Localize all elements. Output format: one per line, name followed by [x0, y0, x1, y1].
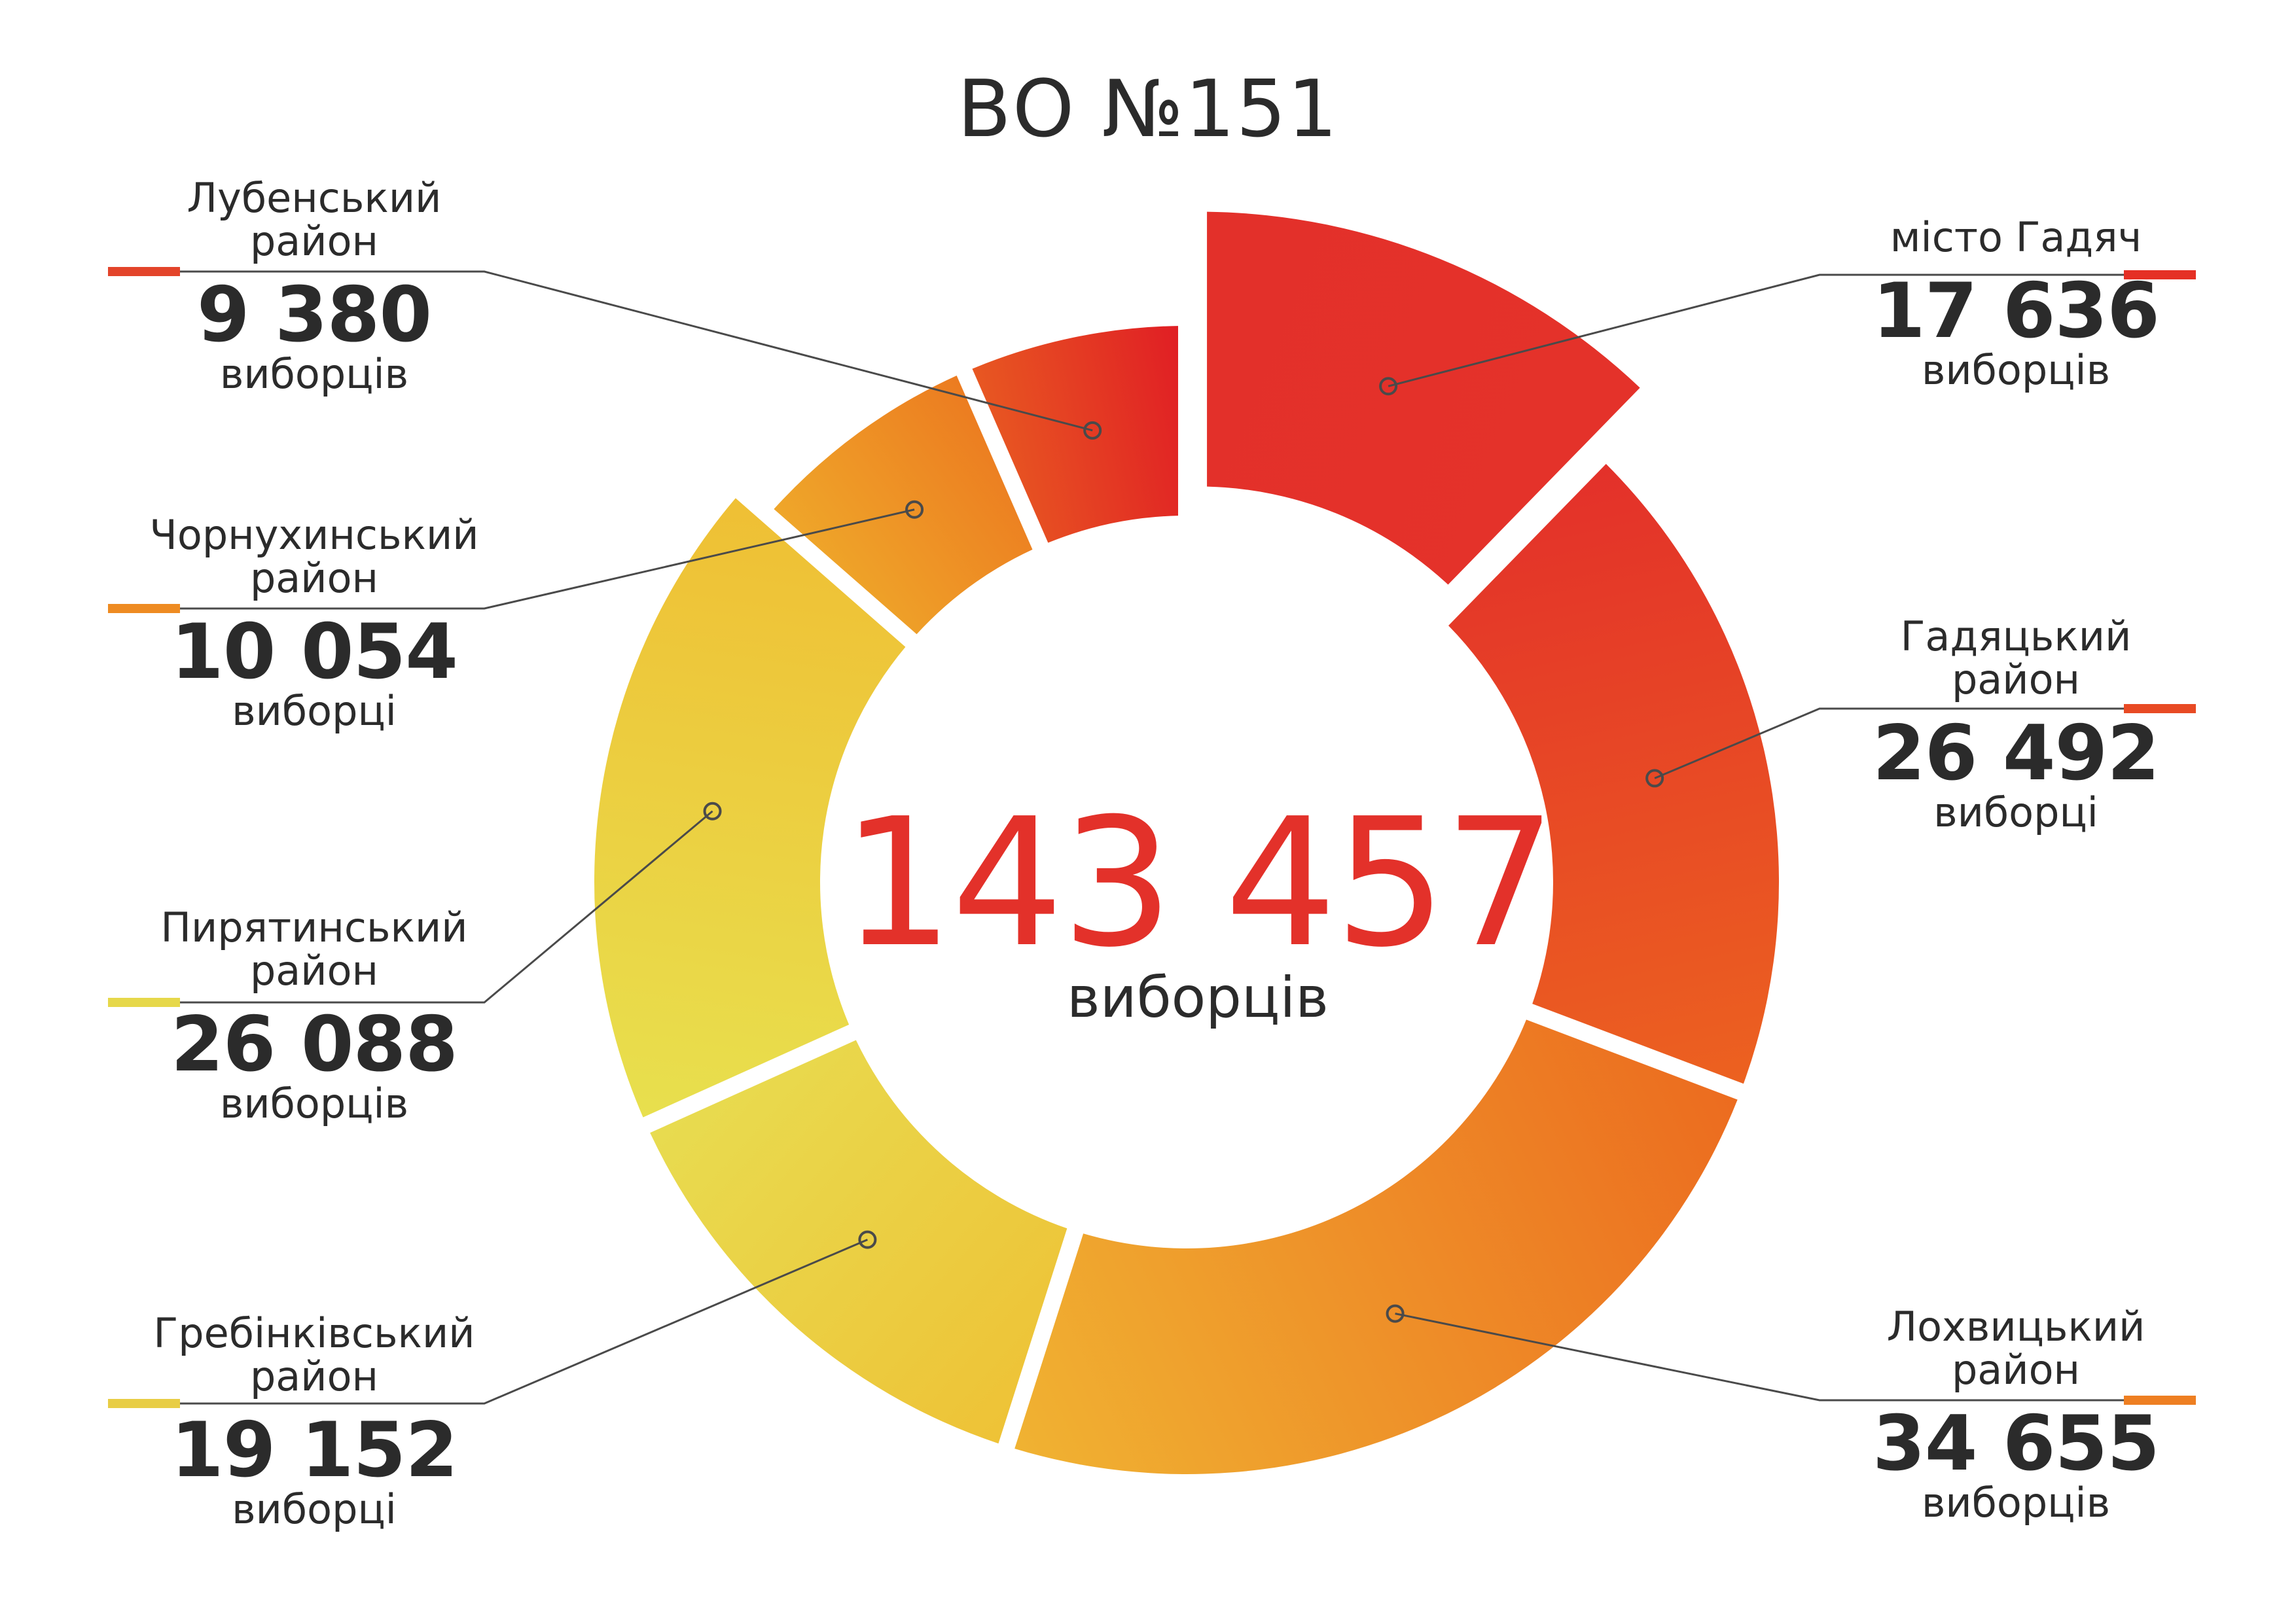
legend-unit: виборці — [232, 1485, 397, 1533]
donut-slice-0 — [1207, 211, 1640, 585]
center-total-value: 143 457 — [841, 780, 1557, 986]
leader-dot-5 — [905, 500, 924, 519]
leader-line-3 — [108, 1239, 868, 1405]
leader-dot-1 — [1645, 769, 1664, 788]
legend-label: Гребінківський район — [153, 1309, 475, 1400]
legend-label: місто Гадяч — [1890, 213, 2142, 261]
legend-unit: виборців — [219, 1080, 409, 1127]
chart-title: ВО №151 — [957, 64, 1339, 155]
legend-item-misto-hadiach: місто Гадяч 17 636 виборців — [1833, 216, 2199, 391]
legend-color-bar-1 — [2124, 704, 2196, 713]
legend-unit: виборців — [1921, 1479, 2111, 1527]
legend-item-lokhvytskyi: Лохвицький район 34 655 виборців — [1833, 1305, 2199, 1524]
legend-value: 19 152 — [171, 1406, 458, 1494]
legend-color-bar-5 — [108, 604, 180, 613]
legend-value: 34 655 — [1873, 1400, 2160, 1488]
legend-value: 9 380 — [196, 271, 432, 359]
legend-value: 17 636 — [1873, 267, 2160, 355]
leader-dot-3 — [858, 1230, 877, 1249]
legend-color-bar-0 — [2124, 270, 2196, 279]
legend-color-bar-4 — [108, 998, 180, 1007]
legend-label: Пирятинський район — [160, 904, 468, 995]
legend-label: Чорнухинський район — [149, 511, 479, 602]
donut-slice-3 — [650, 1040, 1067, 1444]
legend-color-bar-2 — [2124, 1396, 2196, 1405]
legend-item-pyriatynskyi: Пирятинський район 26 088 виборців — [131, 906, 497, 1125]
legend-item-chornukhynskyi: Чорнухинський район 10 054 виборці — [131, 514, 497, 732]
legend-color-bar-3 — [108, 1399, 180, 1408]
leader-line-0 — [1388, 274, 2196, 387]
leader-dot-6 — [1083, 421, 1102, 440]
legend-label: Гадяцький район — [1900, 612, 2132, 703]
donut-slice-2 — [1014, 1019, 1738, 1474]
legend-value: 10 054 — [171, 608, 458, 696]
legend-unit: виборців — [219, 350, 409, 398]
leader-line-2 — [1395, 1313, 2196, 1402]
donut-slice-4 — [594, 498, 906, 1118]
legend-item-lubenskyi: Лубенський район 9 380 виборців — [131, 177, 497, 395]
leader-line-6 — [108, 270, 1093, 432]
leader-line-5 — [108, 508, 915, 610]
legend-value: 26 492 — [1873, 709, 2160, 798]
center-total-unit: виборців — [1067, 965, 1329, 1031]
leader-line-4 — [108, 810, 713, 1004]
legend-unit: виборці — [232, 687, 397, 735]
donut-slice-5 — [774, 376, 1033, 635]
leader-dot-2 — [1386, 1304, 1405, 1323]
legend-unit: виборці — [1933, 788, 2098, 836]
legend-unit: виборців — [1921, 346, 2111, 394]
donut-slice-1 — [1448, 463, 1779, 1084]
leader-line-1 — [1654, 707, 2196, 779]
legend-value: 26 088 — [171, 1000, 458, 1089]
leader-dot-0 — [1379, 377, 1398, 396]
legend-label: Лубенський район — [187, 174, 442, 265]
leader-dot-4 — [703, 802, 722, 821]
legend-item-hrebinkivskyi: Гребінківський район 19 152 виборці — [131, 1312, 497, 1530]
legend-color-bar-6 — [108, 267, 180, 276]
donut-slice-6 — [972, 326, 1179, 543]
legend-label: Лохвицький район — [1886, 1303, 2145, 1394]
legend-item-hadiatskyi: Гадяцький район 26 492 виборці — [1833, 615, 2199, 834]
